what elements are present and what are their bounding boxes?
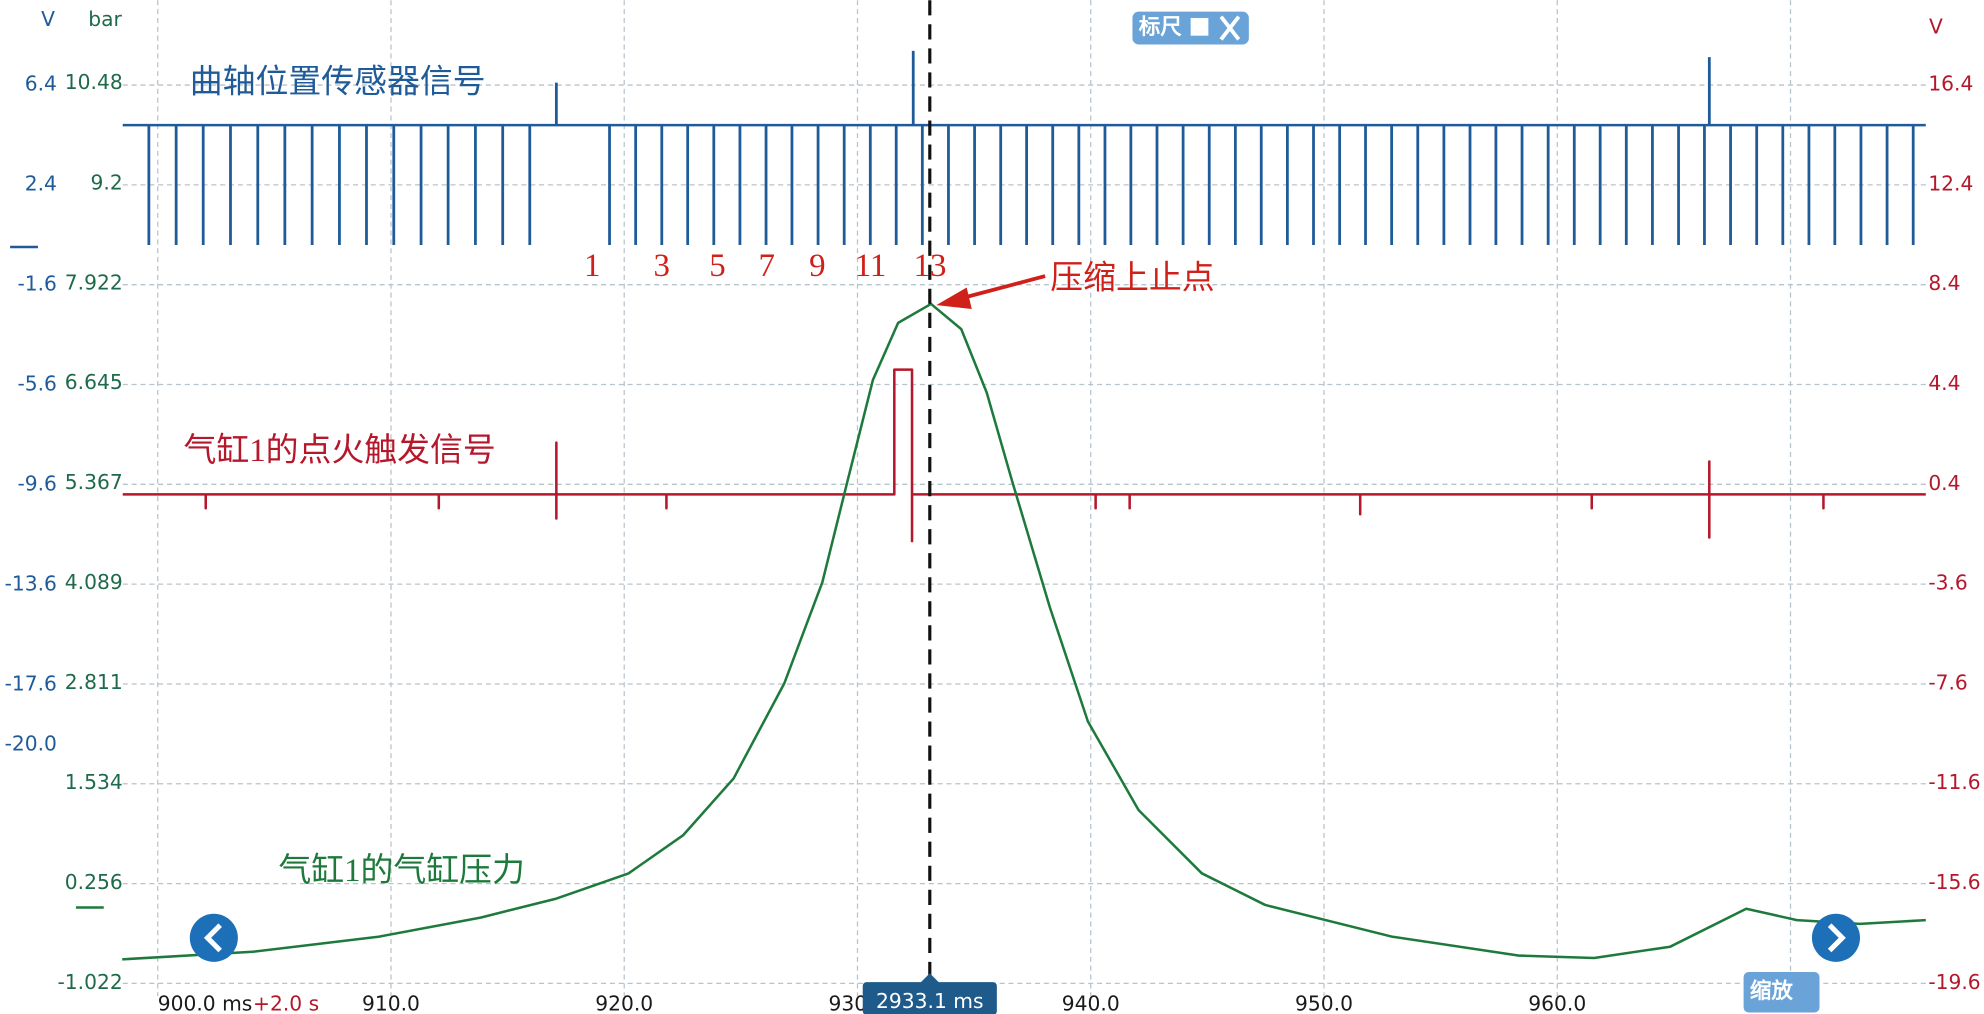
y3-tick-label: 0.4 <box>1928 471 1960 495</box>
zoom-button[interactable] <box>1743 972 1820 1013</box>
y-tick-label: -5.6 <box>17 371 56 395</box>
cursor-label: 2933.1 ms <box>876 989 984 1013</box>
x-tick-label: 940.0 <box>1062 991 1120 1014</box>
y2-tick-label: 6.645 <box>65 370 123 394</box>
y3-tick-label: 16.4 <box>1928 72 1973 96</box>
tooth-number: 11 <box>855 248 887 284</box>
y3-tick-label: 8.4 <box>1928 271 1960 295</box>
y-tick-label: -1.6 <box>17 272 56 296</box>
tooth-number: 1 <box>584 248 600 284</box>
x-tick-label: 910.0 <box>362 991 420 1014</box>
y2-tick-label: 10.48 <box>65 70 123 94</box>
annotation-arrowhead <box>936 287 972 309</box>
y2-tick-label: 4.089 <box>65 570 123 594</box>
y3-tick-label: 4.4 <box>1928 371 1960 395</box>
cursor-handle <box>919 973 940 984</box>
y-axis-title: V <box>41 7 55 31</box>
y2-tick-label: 2.811 <box>65 670 123 694</box>
ruler-button-label: 标尺 <box>1139 14 1183 40</box>
tooth-number: 9 <box>809 248 825 284</box>
y-tick-label: -13.6 <box>5 571 57 595</box>
y-tick-label: -20.0 <box>5 731 57 755</box>
y-tick-label: 2.4 <box>25 172 57 196</box>
nav-right-icon <box>1827 923 1846 953</box>
nav-right[interactable] <box>1811 913 1860 962</box>
series-label: 曲轴位置传感器信号 <box>190 64 486 101</box>
y3-tick-label: -7.6 <box>1928 670 1967 694</box>
y2-tick-label: 1.534 <box>65 770 123 794</box>
y3-tick-label: 12.4 <box>1928 171 1973 195</box>
annotation: 压缩上止点 <box>1050 260 1214 297</box>
x-tick-label: 950.0 <box>1295 991 1353 1014</box>
y3-tick-label: -15.6 <box>1928 870 1980 894</box>
x-tick-label: 960.0 <box>1528 991 1586 1014</box>
ruler-close-icon[interactable] <box>1219 15 1241 41</box>
x-offset: +2.0 s <box>253 991 319 1014</box>
nav-left-icon <box>203 923 222 953</box>
y-tick-label: -17.6 <box>5 671 57 695</box>
y3-tick-label: -11.6 <box>1928 770 1980 794</box>
zoom-button-label: 缩放 <box>1750 978 1794 1004</box>
y3-axis-title: V <box>1929 15 1943 39</box>
y-tick-label: -9.6 <box>17 471 56 495</box>
x-tick-label: 900.0 ms <box>158 991 253 1014</box>
y2-tick-label: 7.922 <box>65 270 123 294</box>
ruler-square-icon <box>1190 17 1209 36</box>
x-tick-label: 920.0 <box>595 991 653 1014</box>
signal-trace <box>122 302 1926 961</box>
y-tick-label: 6.4 <box>25 72 57 96</box>
series-label: 气缸1的气缸压力 <box>278 852 525 889</box>
cursor-box <box>862 982 997 1014</box>
plot: 16.412.48.44.40.4-3.6-7.6-11.6-15.6-19.6… <box>5 0 1981 1014</box>
annotation-arrow <box>958 274 1046 301</box>
tooth-number: 3 <box>654 248 670 284</box>
y2-axis-title: bar <box>88 7 122 31</box>
y2-tick-label: 9.2 <box>91 170 123 194</box>
signal-trace <box>122 368 1926 543</box>
tooth-number: 5 <box>709 248 725 284</box>
nav-left[interactable] <box>189 913 238 962</box>
y3-tick-label: -3.6 <box>1928 571 1967 595</box>
tooth-number: 7 <box>759 248 775 284</box>
y2-tick-label: -1.022 <box>58 970 123 994</box>
y3-tick-label: -19.6 <box>1928 970 1980 994</box>
y2-tick-label: 5.367 <box>65 470 123 494</box>
series-label: 气缸1的点火触发信号 <box>183 432 495 469</box>
y2-tick-label: 0.256 <box>65 870 123 894</box>
